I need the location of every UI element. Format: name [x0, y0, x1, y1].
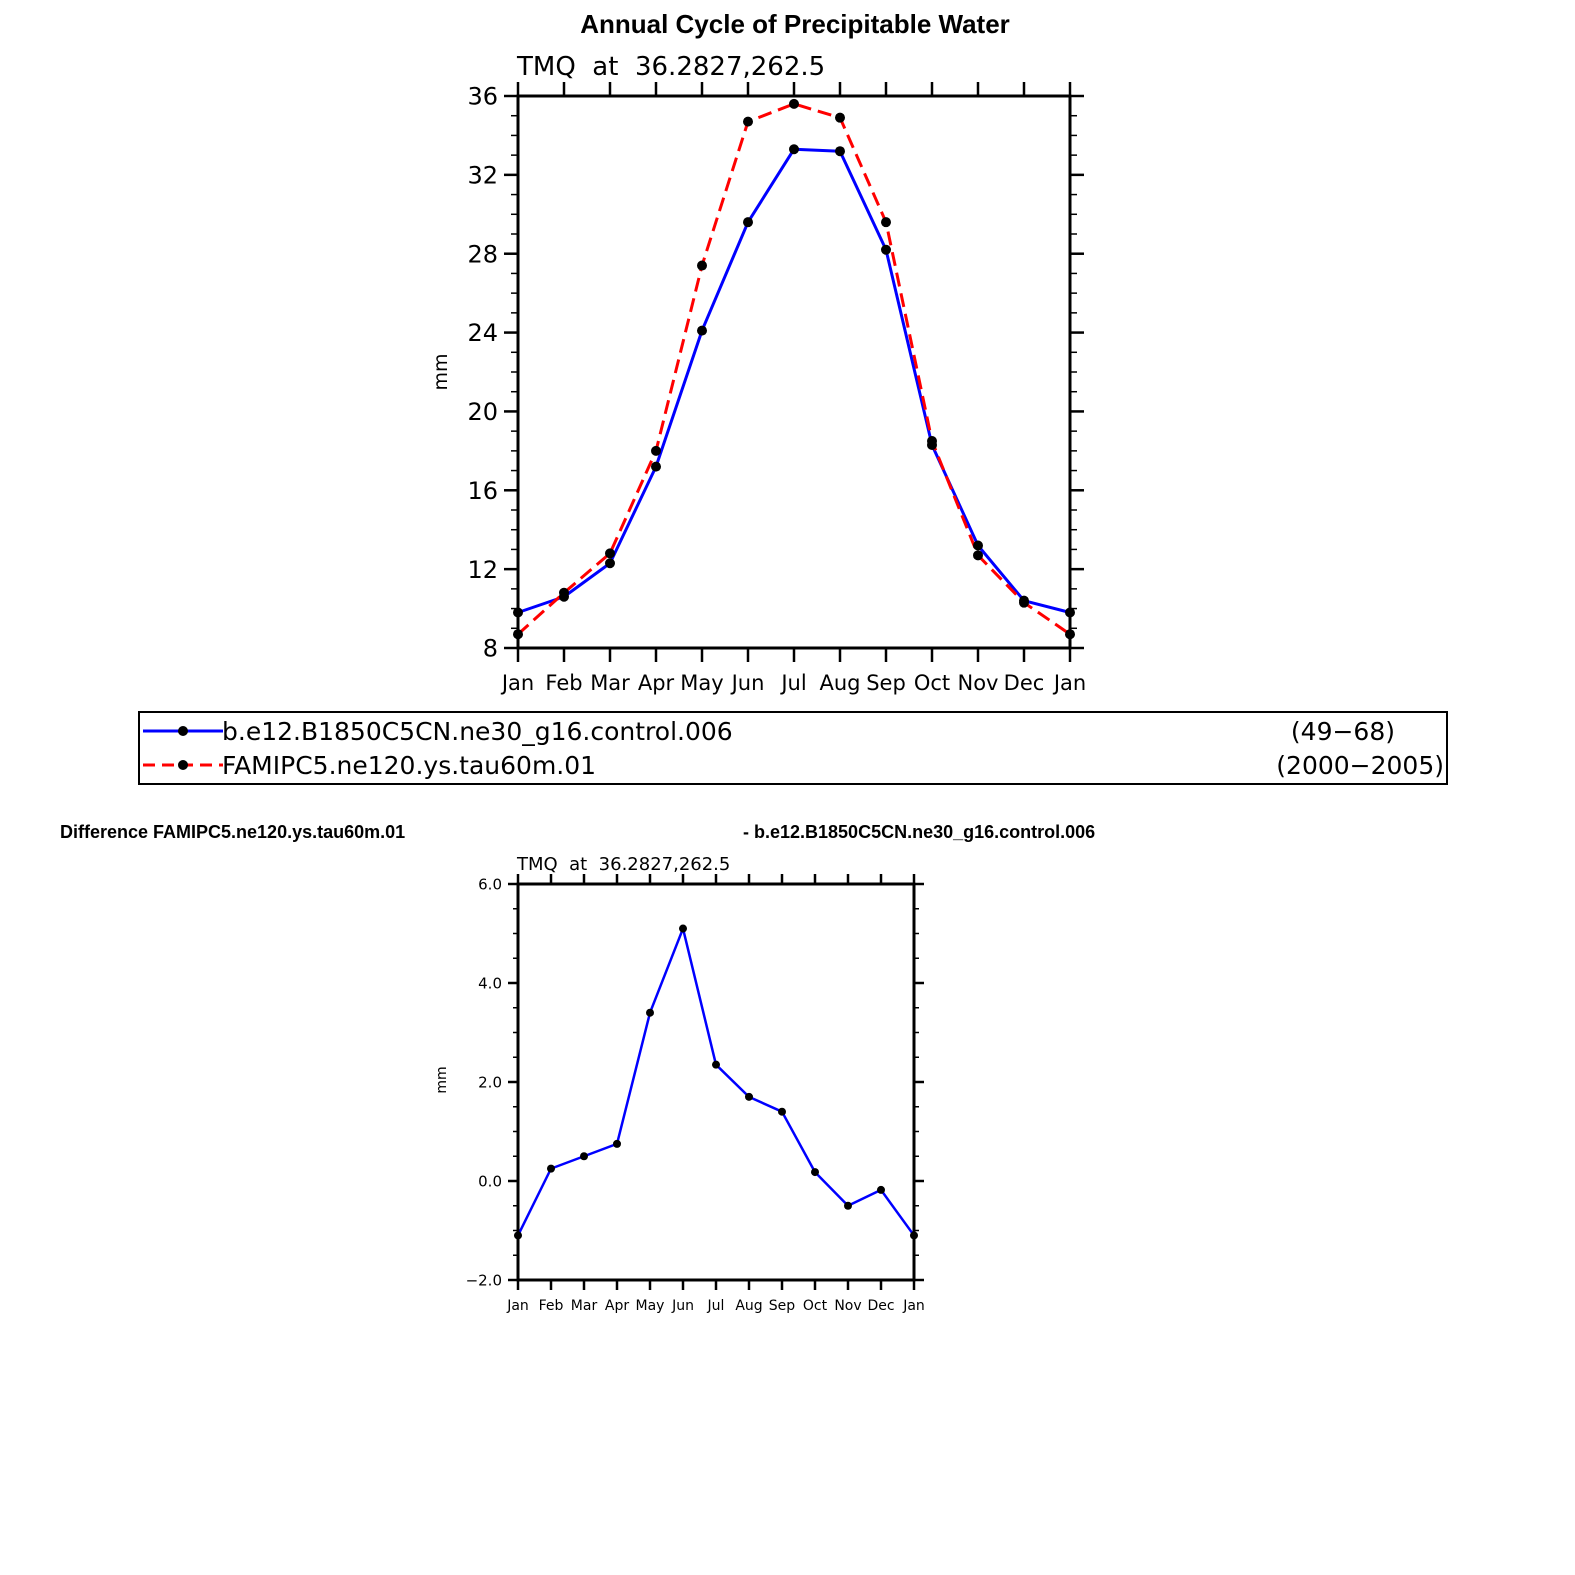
x-tick-label: Dec — [867, 1298, 894, 1314]
legend-entry-control: b.e12.B1850C5CN.ne30_g16.control.006 (49… — [143, 717, 1395, 746]
annual-cycle-chart: Annual Cycle of Precipitable Water TMQ a… — [430, 9, 1086, 695]
series-1-point — [559, 587, 569, 598]
chart1-plot-frame — [516, 94, 1072, 650]
series-0-point — [580, 1152, 588, 1161]
y-tick-label: 4.0 — [478, 974, 502, 992]
x-tick-label: Jul — [779, 671, 806, 695]
difference-chart: Difference FAMIPC5.ne120.ys.tau60m.01 - … — [60, 822, 1095, 1314]
legend-period-famip: (2000−2005) — [1276, 751, 1444, 780]
legend-entry-famip: FAMIPC5.ne120.ys.tau60m.01 (2000−2005) — [143, 751, 1444, 780]
y-tick-label: −2.0 — [466, 1271, 502, 1289]
series-0-point — [745, 1092, 753, 1101]
chart2-title-left: Difference FAMIPC5.ne120.ys.tau60m.01 — [60, 822, 405, 842]
x-tick-label: Feb — [545, 671, 582, 695]
x-tick-label: Nov — [958, 671, 999, 695]
series-0-point — [697, 325, 707, 336]
series-0-point — [651, 461, 661, 472]
x-tick-label: Aug — [819, 671, 860, 695]
series-1-point — [605, 548, 615, 559]
series-0-point — [881, 244, 891, 255]
x-tick-label: Dec — [1004, 671, 1045, 695]
x-tick-label: Nov — [834, 1298, 861, 1314]
legend-label-control: b.e12.B1850C5CN.ne30_g16.control.006 — [222, 717, 733, 746]
legend-marker-control — [178, 726, 188, 736]
y-tick-label: 32 — [467, 161, 498, 189]
series-0-point — [789, 144, 799, 155]
x-tick-label: Jan — [1052, 671, 1086, 695]
x-tick-label: Oct — [803, 1298, 828, 1314]
legend-period-control: (49−68) — [1291, 717, 1395, 746]
series-0-point — [605, 558, 615, 569]
y-tick-label: 2.0 — [478, 1073, 502, 1091]
x-tick-label: Jan — [506, 1298, 529, 1314]
y-tick-label: 8 — [483, 635, 498, 663]
series-0-point — [547, 1164, 555, 1173]
series-0-point — [778, 1107, 786, 1116]
y-tick-label: 36 — [467, 83, 498, 111]
chart1-title: Annual Cycle of Precipitable Water — [580, 9, 1010, 39]
series-1-point — [697, 260, 707, 271]
series-0-point — [743, 217, 753, 228]
legend: b.e12.B1850C5CN.ne30_g16.control.006 (49… — [138, 711, 1448, 785]
x-tick-label: Jun — [730, 671, 765, 695]
y-tick-label: 0.0 — [478, 1172, 502, 1190]
y-tick-label: 16 — [467, 477, 498, 505]
series-0-point — [679, 924, 687, 933]
series-1-point — [651, 445, 661, 456]
legend-marker-famip — [178, 760, 188, 770]
x-tick-label: Apr — [638, 671, 675, 695]
series-1-point — [881, 217, 891, 228]
y-tick-label: 20 — [467, 398, 498, 426]
series-0-point — [646, 1008, 654, 1017]
chart2-subtitle: TMQ at 36.2827,262.5 — [516, 854, 730, 875]
series-0-point — [811, 1168, 819, 1177]
series-0-point — [844, 1201, 852, 1210]
series-1-point — [973, 550, 983, 561]
x-tick-label: Oct — [914, 671, 950, 695]
series-1-point — [743, 116, 753, 127]
chart2-ylabel: mm — [434, 1066, 450, 1093]
y-tick-label: 24 — [467, 319, 498, 347]
legend-box — [138, 711, 1448, 785]
x-tick-label: Jun — [671, 1298, 694, 1314]
series-0-point — [835, 146, 845, 157]
x-tick-label: Aug — [735, 1298, 762, 1314]
series-0-point — [973, 540, 983, 551]
x-tick-label: Mar — [590, 671, 630, 695]
y-tick-label: 6.0 — [478, 875, 502, 893]
chart1-subtitle: TMQ at 36.2827,262.5 — [516, 52, 825, 82]
x-tick-label: Apr — [605, 1298, 629, 1314]
chart1-ylabel: mm — [430, 353, 452, 390]
series-1-point — [927, 436, 937, 446]
series-0-point — [613, 1139, 621, 1148]
series-0-point — [712, 1060, 720, 1069]
series-1-point — [789, 98, 799, 109]
series-1-point — [1019, 597, 1029, 608]
x-tick-label: Sep — [769, 1298, 796, 1314]
x-tick-label: Mar — [571, 1298, 598, 1314]
x-tick-label: May — [680, 671, 723, 695]
x-tick-label: Jan — [500, 671, 534, 695]
series-1-point — [835, 112, 845, 123]
x-tick-label: Feb — [539, 1298, 564, 1314]
legend-label-famip: FAMIPC5.ne120.ys.tau60m.01 — [222, 751, 596, 780]
chart2-title-right: - b.e12.B1850C5CN.ne30_g16.control.006 — [743, 822, 1095, 842]
x-tick-label: May — [636, 1298, 665, 1314]
y-tick-label: 12 — [467, 556, 498, 584]
x-tick-label: Sep — [866, 671, 906, 695]
x-tick-label: Jul — [707, 1298, 725, 1314]
y-tick-label: 28 — [467, 240, 498, 268]
series-0-point — [877, 1185, 885, 1194]
x-tick-label: Jan — [902, 1298, 925, 1314]
chart2-plot-frame — [516, 882, 916, 1282]
